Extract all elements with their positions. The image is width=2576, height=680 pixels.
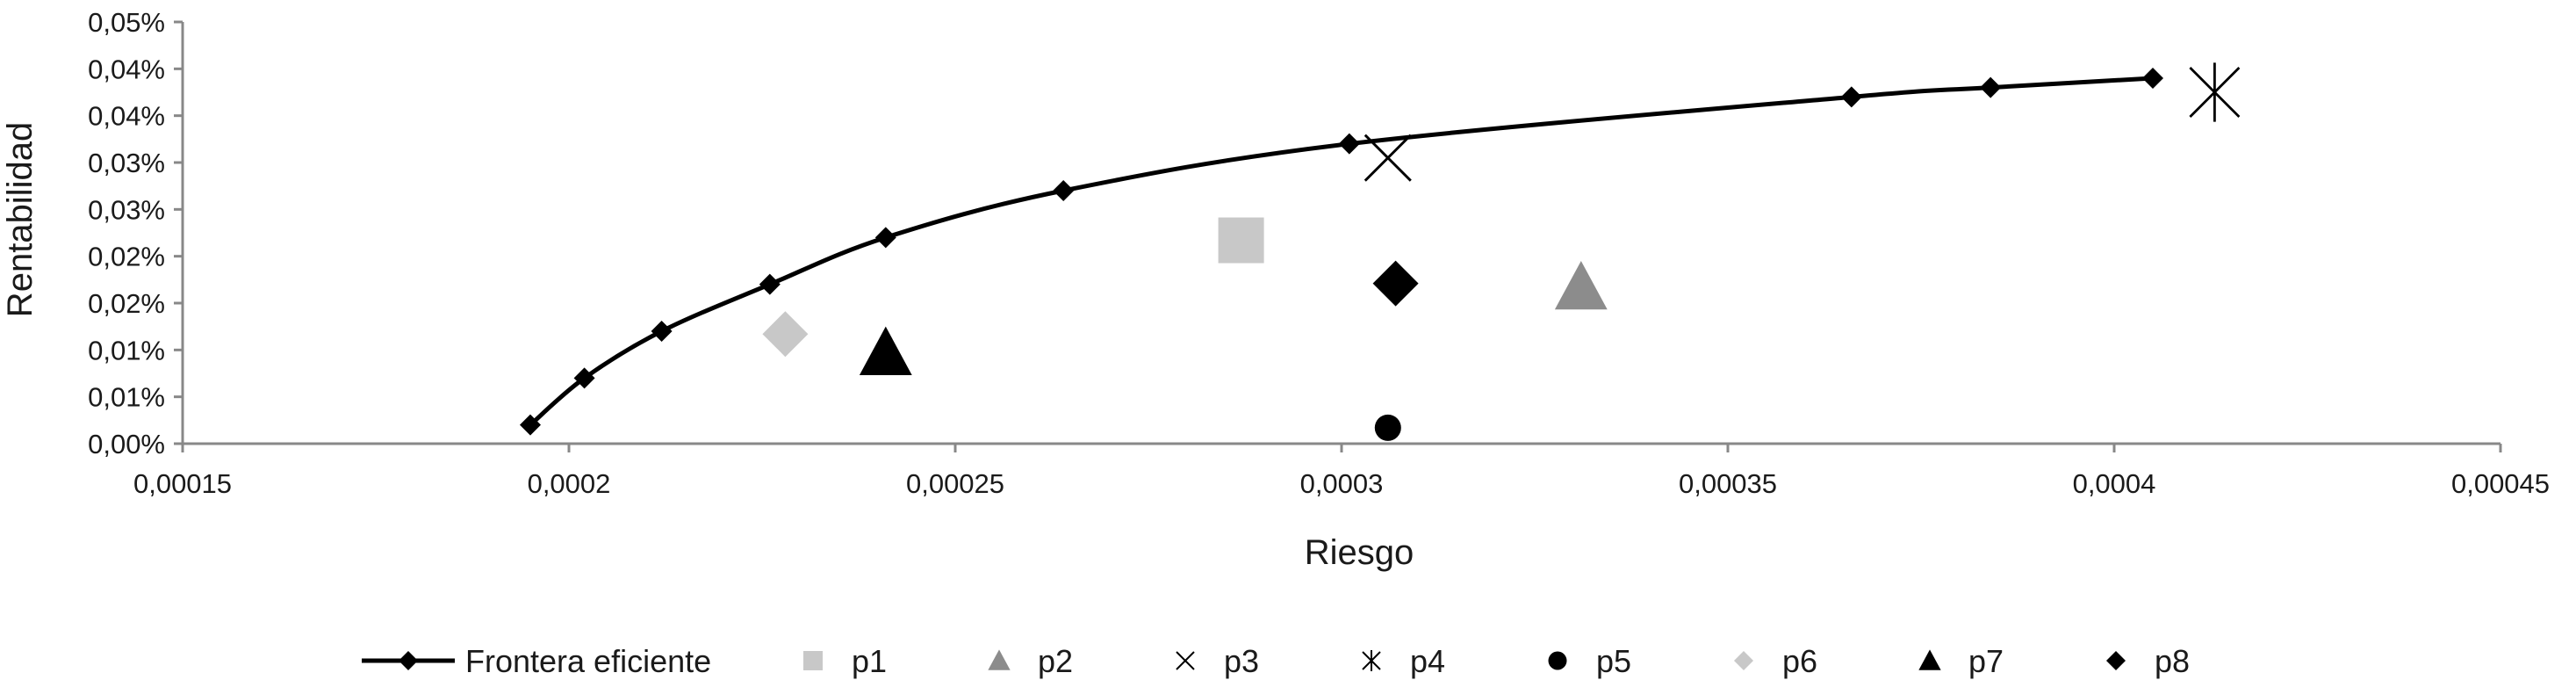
y-tick-labels: 0,00% 0,01% 0,01% 0,02% 0,02% 0,03% 0,03% 0,04%… [88,7,183,459]
x-tick-label: 0,00025 [906,468,1004,499]
portfolio-point-p2 [1554,260,1608,310]
frontier-series [520,68,2163,436]
legend-label-p6: p6 [1782,643,1817,679]
legend-label-p8: p8 [2155,643,2190,679]
legend-frontier-label: Frontera eficiente [465,643,711,679]
legend-marker-p5 [1548,651,1567,670]
portfolio-series [762,62,2241,441]
legend-frontier-marker [399,651,418,670]
x-tick-label: 0,0004 [2073,468,2156,499]
y-tick-label: 0,02% [88,288,165,319]
y-tick-label: 0,05% [88,7,165,38]
legend-marker-p4 [1362,650,1381,671]
x-tick-label: 0,0002 [528,468,611,499]
portfolio-point-p5 [1374,414,1401,441]
legend-marker-p6 [1734,651,1753,670]
portfolio-point-p8 [1372,260,1419,307]
y-tick-label: 0,00% [88,429,165,459]
legend-marker-p7 [1918,649,1941,670]
legend: Frontera eficiente p1 p2 p3 p4 p5 p6 p7 p8 [362,643,2190,679]
frontier-point [759,273,781,295]
frontier-point [874,227,896,249]
legend-label-p2: p2 [1038,643,1073,679]
frontier-point [1840,86,1862,108]
frontier-point [651,321,673,342]
legend-label-p1: p1 [852,643,887,679]
frontier-point [1053,180,1075,201]
legend-marker-p8 [2106,651,2126,670]
legend-marker-p2 [988,649,1011,670]
y-tick-label: 0,01% [88,382,165,413]
portfolio-point-p6 [762,311,809,358]
y-tick-label: 0,04% [88,54,165,84]
portfolio-point-p4 [2189,62,2241,122]
legend-label-p3: p3 [1224,643,1259,679]
frontier-point [520,414,541,436]
y-tick-label: 0,04% [88,101,165,132]
legend-marker-p1 [803,651,823,670]
x-tick-label: 0,00045 [2451,468,2550,499]
legend-marker-p3 [1176,651,1195,670]
y-axis-title: Rentabilidad [1,122,40,317]
portfolio-point-p3 [1364,134,1412,182]
frontier-point [1980,76,2002,98]
x-axis-title: Riesgo [1305,533,1414,572]
frontier-point [573,367,595,389]
y-tick-label: 0,01% [88,335,165,365]
frontier-point [1338,133,1360,155]
legend-label-p4: p4 [1410,643,1445,679]
y-tick-label: 0,03% [88,148,165,178]
x-tick-label: 0,0003 [1300,468,1384,499]
frontier-line [529,76,2154,427]
y-tick-label: 0,02% [88,242,165,272]
frontier-point [2142,68,2163,89]
legend-label-p5: p5 [1596,643,1631,679]
y-tick-label: 0,03% [88,194,165,225]
x-tick-label: 0,00035 [1679,468,1777,499]
x-tick-label: 0,00015 [133,468,232,499]
x-tick-labels: 0,00015 0,0002 0,00025 0,0003 0,00035 0,0004 0… [133,444,2550,499]
portfolio-point-p7 [859,326,912,375]
legend-label-p7: p7 [1968,643,2004,679]
portfolio-point-p1 [1218,217,1264,264]
